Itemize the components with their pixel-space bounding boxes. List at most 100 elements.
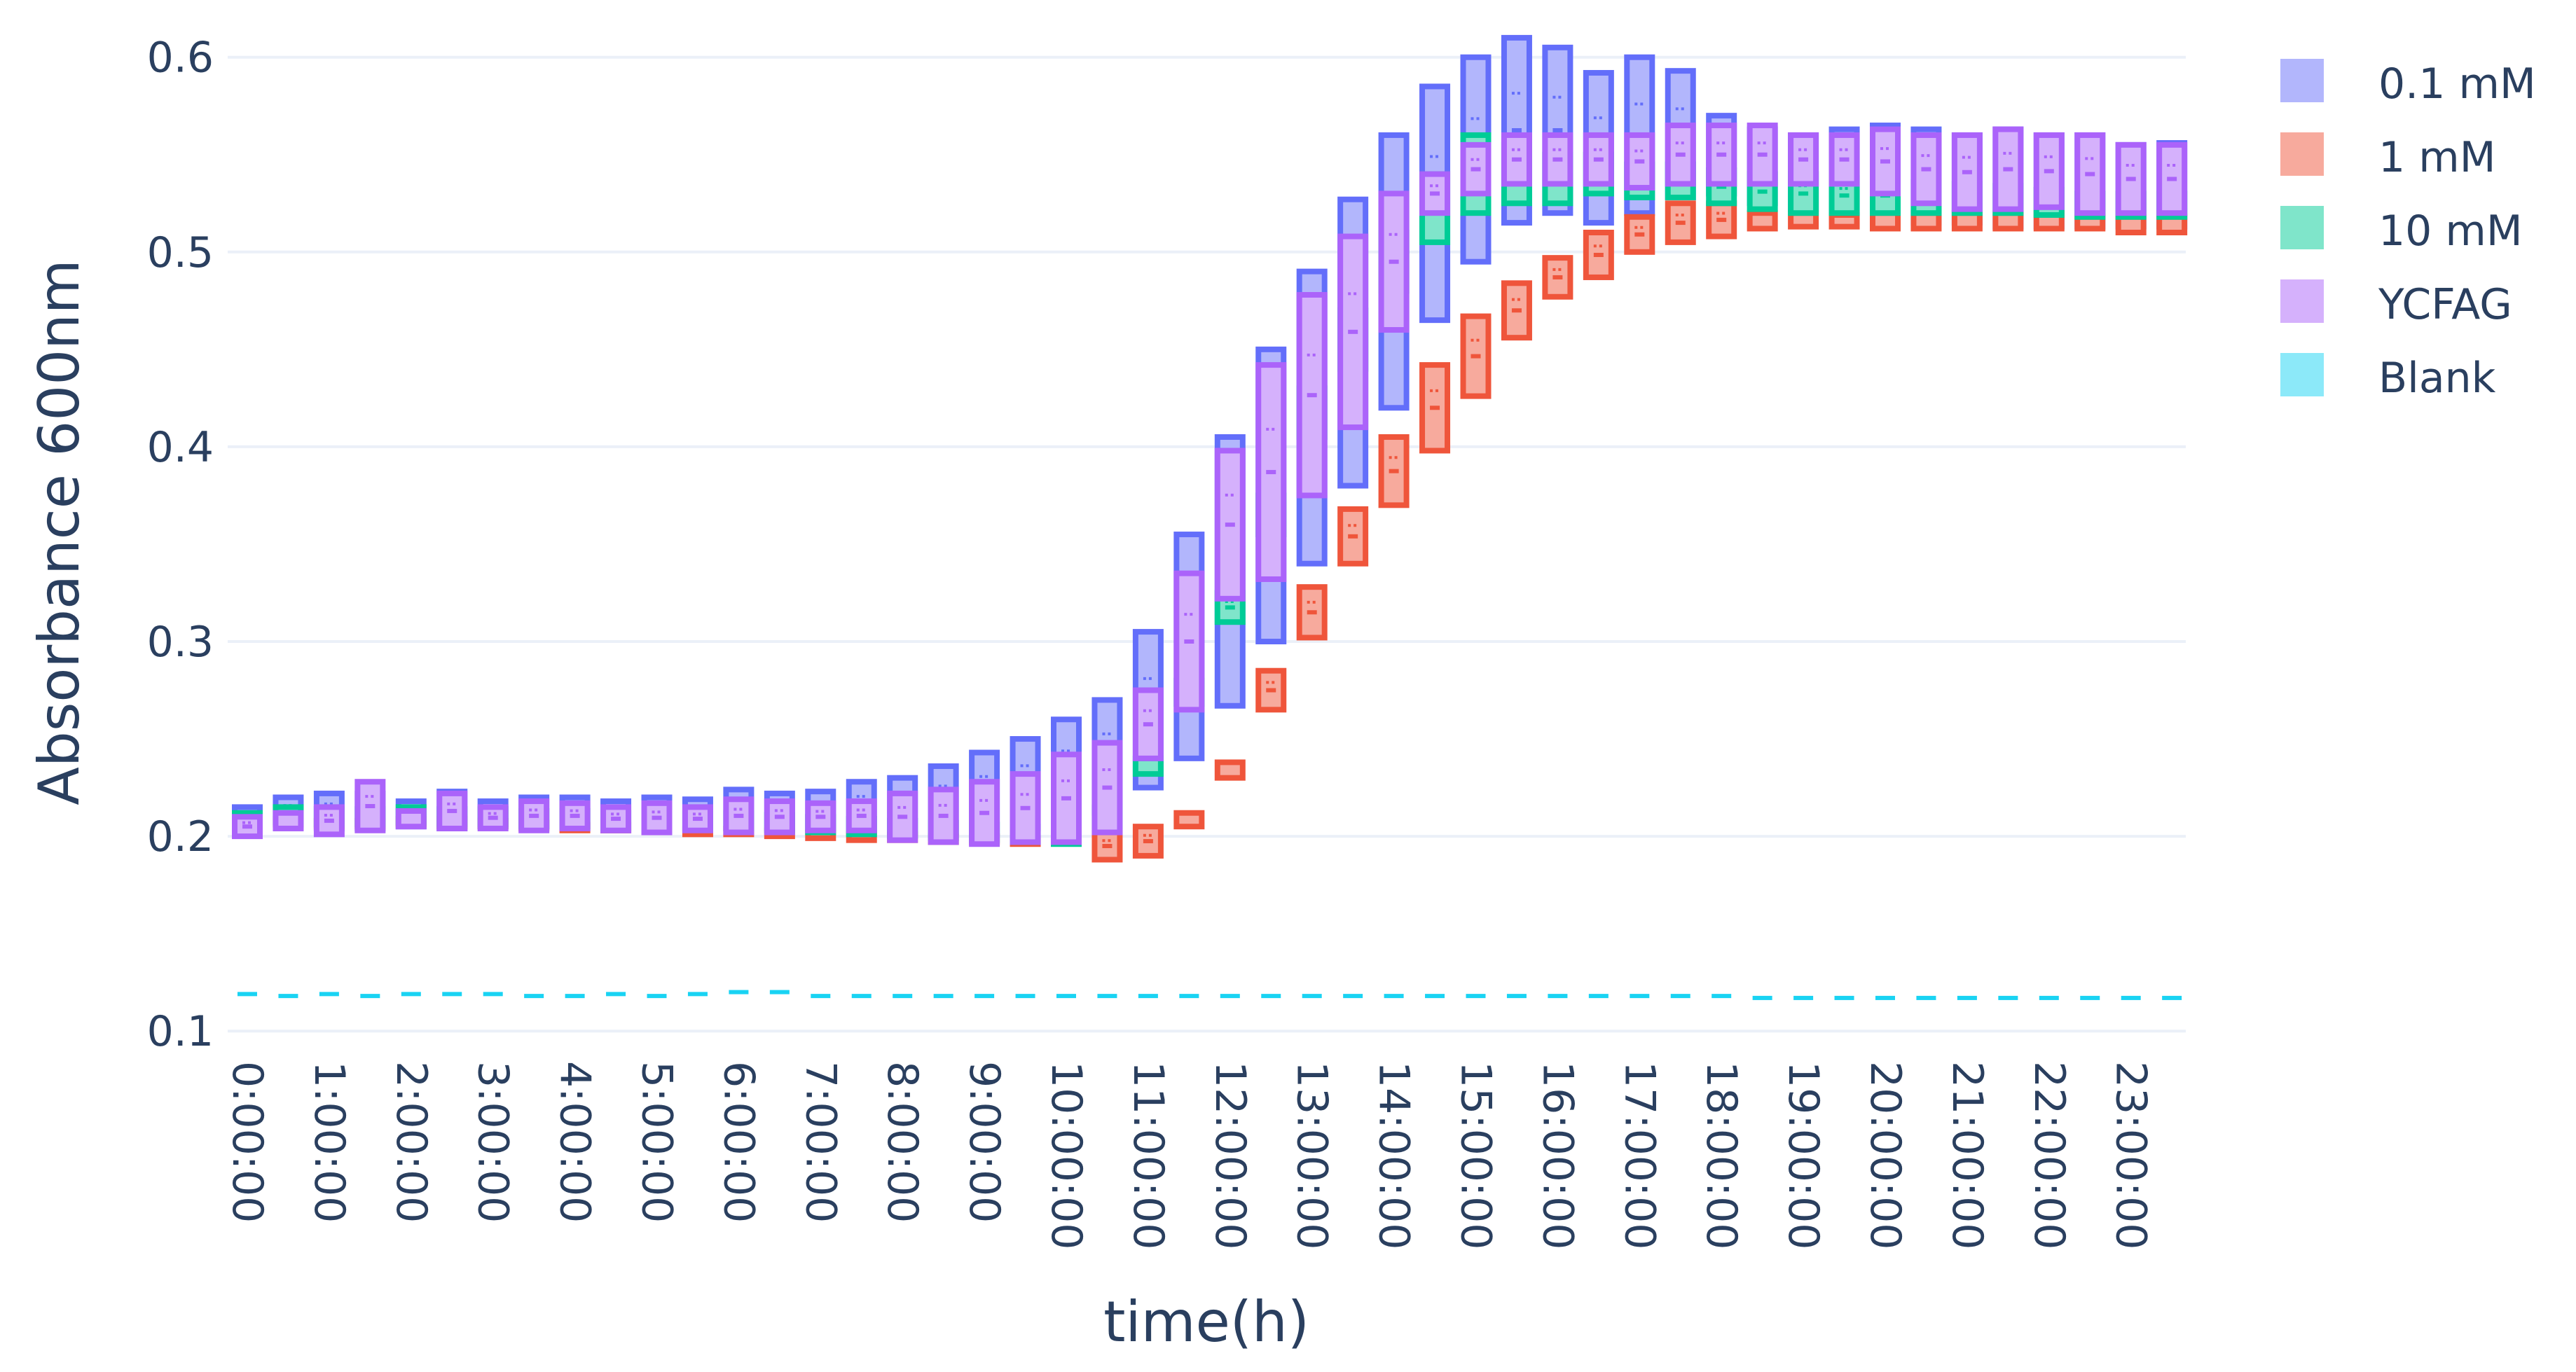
box bbox=[477, 804, 509, 831]
box bbox=[805, 800, 836, 833]
x-tick-label: 9:00:00 bbox=[960, 1061, 1009, 1223]
x-tick-label: 15:00:00 bbox=[1452, 1061, 1501, 1249]
box-blank bbox=[974, 994, 995, 999]
series-1-mm bbox=[232, 200, 2188, 863]
x-tick-label: 18:00:00 bbox=[1697, 1061, 1746, 1249]
legend-label: Blank bbox=[2378, 354, 2496, 403]
box-blank bbox=[811, 994, 831, 999]
box bbox=[2074, 132, 2106, 216]
box bbox=[1132, 824, 1164, 859]
grid-lines bbox=[228, 55, 2186, 1033]
box-blank bbox=[893, 994, 913, 999]
series-10-mm bbox=[232, 132, 2188, 847]
box bbox=[1747, 123, 1778, 187]
box-blank bbox=[1957, 995, 1977, 1000]
x-tick-label: 8:00:00 bbox=[878, 1061, 927, 1223]
x-axis-ticks: 0:00:00 1:00:00 2:00:00 3:00:00 4:00:00 5:00:… bbox=[223, 1061, 2156, 1249]
box bbox=[1542, 132, 1573, 187]
box bbox=[1828, 132, 1860, 187]
x-tick-label: 7:00:00 bbox=[796, 1061, 845, 1223]
box-blank bbox=[524, 994, 544, 999]
box-blank bbox=[769, 990, 790, 995]
box bbox=[1051, 751, 1082, 845]
x-tick-label: 20:00:00 bbox=[1861, 1061, 1910, 1249]
box-blank bbox=[1711, 994, 1732, 999]
box-blank bbox=[360, 994, 380, 999]
legend-swatch bbox=[2280, 132, 2324, 176]
box bbox=[1460, 313, 1492, 399]
x-tick-label: 4:00:00 bbox=[551, 1061, 600, 1223]
box-blank bbox=[1056, 994, 1076, 999]
x-tick-label: 14:00:00 bbox=[1370, 1061, 1419, 1249]
box-blank bbox=[1548, 994, 1568, 999]
box-blank bbox=[1875, 995, 1895, 1000]
legend-label: 1 mM bbox=[2378, 133, 2495, 182]
box-blank bbox=[1670, 994, 1690, 999]
y-axis-ticks: 0.1 0.2 0.3 0.4 0.5 0.6 bbox=[147, 34, 214, 1056]
box-blank bbox=[1015, 994, 1035, 999]
box-blank bbox=[1998, 995, 2018, 1000]
box bbox=[1828, 212, 1860, 230]
box bbox=[1173, 810, 1205, 830]
box bbox=[1747, 210, 1778, 232]
box-blank bbox=[565, 994, 585, 999]
box-blank bbox=[1302, 994, 1322, 999]
x-tick-label: 0:00:00 bbox=[223, 1061, 272, 1223]
box bbox=[1132, 687, 1164, 761]
legend-label: 10 mM bbox=[2378, 207, 2523, 256]
y-tick-label: 0.6 bbox=[147, 34, 214, 83]
box-blank bbox=[647, 994, 667, 999]
box bbox=[1419, 171, 1451, 216]
box-blank bbox=[687, 992, 708, 997]
box bbox=[600, 804, 632, 833]
box-blank bbox=[237, 992, 257, 997]
box-blank bbox=[1916, 995, 1936, 1000]
box bbox=[887, 790, 918, 843]
y-axis-title: Absorbance 600nm bbox=[27, 259, 92, 805]
box-blank bbox=[319, 992, 339, 997]
legend-swatch bbox=[2280, 279, 2324, 323]
legend-swatch bbox=[2280, 59, 2324, 102]
x-tick-label: 3:00:00 bbox=[469, 1061, 518, 1223]
box-blank bbox=[1138, 994, 1158, 999]
box-blank bbox=[851, 994, 872, 999]
x-tick-label: 17:00:00 bbox=[1615, 1061, 1664, 1249]
box-blank bbox=[1752, 995, 1772, 1000]
box bbox=[273, 810, 304, 831]
series-ycfag bbox=[232, 123, 2188, 847]
x-tick-label: 23:00:00 bbox=[2107, 1061, 2156, 1249]
box bbox=[1255, 667, 1287, 713]
x-tick-label: 13:00:00 bbox=[1288, 1061, 1337, 1249]
box bbox=[1665, 123, 1696, 187]
legend-label: 0.1 mM bbox=[2378, 60, 2536, 109]
box-blank bbox=[401, 992, 421, 997]
box-blank bbox=[1466, 994, 1486, 999]
box-blank bbox=[278, 994, 298, 999]
x-tick-label: 5:00:00 bbox=[633, 1061, 682, 1223]
box bbox=[1214, 759, 1246, 781]
legend-label: YCFAG bbox=[2378, 280, 2512, 329]
box-blank bbox=[1588, 994, 1609, 999]
box-blank bbox=[1179, 994, 1199, 999]
box-blank bbox=[2039, 995, 2059, 1000]
box-blank bbox=[483, 992, 503, 997]
box bbox=[1173, 570, 1205, 713]
x-tick-label: 16:00:00 bbox=[1533, 1061, 1582, 1249]
x-tick-label: 12:00:00 bbox=[1206, 1061, 1255, 1249]
x-tick-label: 21:00:00 bbox=[1943, 1061, 1992, 1249]
x-tick-label: 10:00:00 bbox=[1042, 1061, 1091, 1249]
plot-area bbox=[232, 34, 2188, 1000]
x-axis-title: time(h) bbox=[1103, 1289, 1309, 1354]
legend: 0.1 mM 1 mM 10 mM YCFAG Blank bbox=[2280, 59, 2536, 403]
y-tick-label: 0.1 bbox=[147, 1007, 214, 1056]
x-tick-label: 6:00:00 bbox=[714, 1061, 763, 1223]
box-blank bbox=[1630, 994, 1650, 999]
y-tick-label: 0.5 bbox=[147, 228, 214, 277]
box-blank bbox=[1261, 994, 1281, 999]
legend-swatch bbox=[2280, 206, 2324, 249]
box-blank bbox=[729, 990, 749, 995]
x-tick-label: 19:00:00 bbox=[1779, 1061, 1828, 1249]
box-blank bbox=[2121, 995, 2141, 1000]
box-blank bbox=[1425, 994, 1445, 999]
